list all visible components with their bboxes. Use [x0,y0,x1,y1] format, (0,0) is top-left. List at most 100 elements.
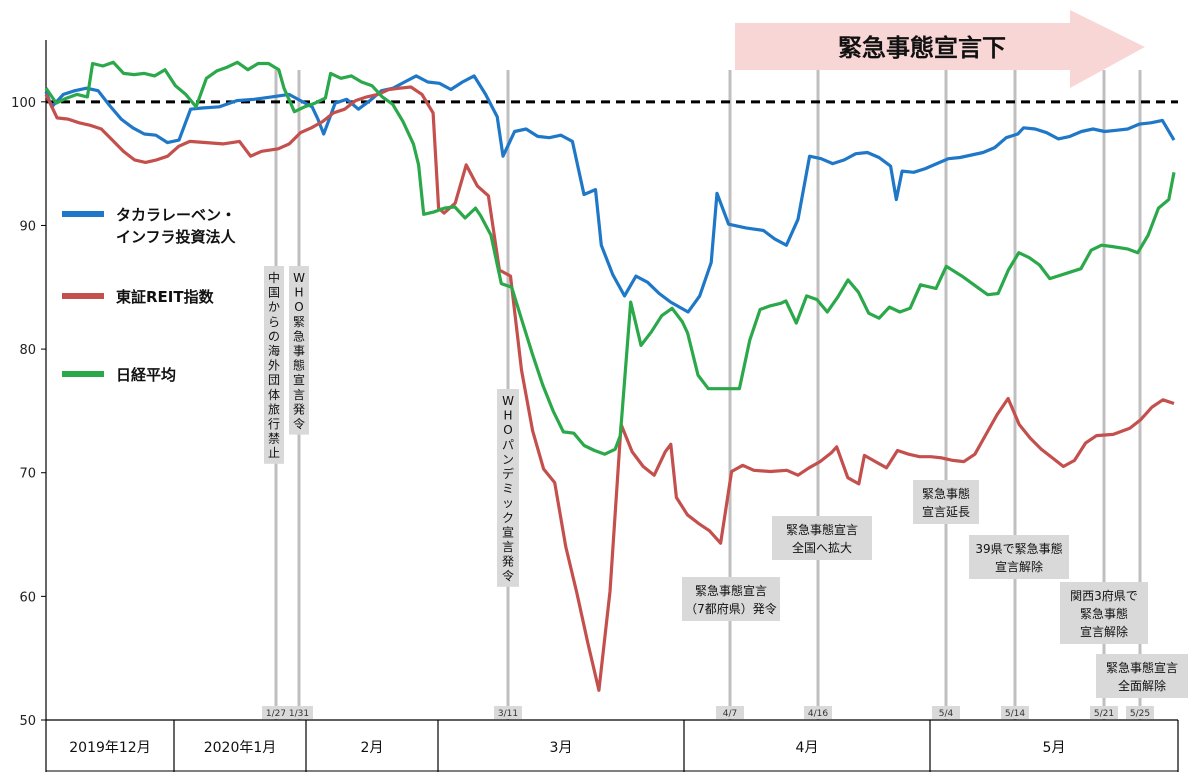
event-annotation-text: 禁 [268,432,280,446]
series-line [44,85,1175,692]
month-label: 4月 [796,740,819,756]
event-annotation-text: 国 [268,286,280,300]
event-annotation-text: 言 [293,388,305,402]
event-annotation-text: W [502,394,514,408]
event-annotation-text: 緊急事態 [922,486,970,501]
y-tick-label: 70 [19,467,36,482]
event-annotation-text: の [268,329,280,343]
event-annotation-text: 緊 [293,315,305,329]
y-tick-label: 60 [19,590,36,605]
legend-label: タカラレーベン・ [116,206,236,224]
event-annotation-text: ら [268,315,280,329]
event-annotation-text: H [503,409,512,423]
event-date-label: 1/31 [289,709,309,719]
event-annotation-box [264,266,284,464]
event-date-tag [932,706,960,719]
event-annotation-text: 緊急事態宣言 [695,583,767,598]
event-annotation-box [682,577,780,621]
event-annotation-text: 体 [268,388,280,402]
event-annotation-text: ン [502,452,514,466]
event-annotation-text: 行 [268,417,280,431]
banner: 緊急事態宣言下 [735,10,1145,88]
event-date-label: 5/14 [1005,709,1025,719]
event-annotation-text: 団 [268,373,280,387]
event-annotation-text: パ [502,438,514,452]
event-date-label: 5/4 [939,709,954,719]
event-annotation-box [497,389,519,587]
event-date-tag [1001,706,1029,719]
event-date-label: 4/16 [808,709,828,719]
event-annotation-box [969,535,1069,579]
event-annotation-text: O [503,423,512,437]
event-annotation-text: 宣 [293,372,305,387]
month-label: 2月 [361,740,384,756]
y-tick-label: 80 [19,343,36,358]
event-annotation-text: O [294,300,303,314]
event-lines: 1/27 1/31 3/11 4/7 4/16 5/4 5/14 5/21 5/25 [262,70,1154,720]
event-annotation-text: 全面解除 [1118,678,1166,693]
legend-label: 東証REIT指数 [116,288,215,306]
month-label: 2020年1月 [204,740,277,756]
event-date-tag [1126,706,1154,719]
event-date-tag [1090,706,1118,719]
event-annotation-text: 緊急事態宣言 [786,522,858,537]
month-label: 2019年12月 [69,740,150,756]
event-annotation-text: 緊急事態 [1080,606,1128,621]
month-label: 3月 [550,740,573,756]
event-annotation-text: 39県で緊急事態 [975,541,1062,556]
event-date-tag [804,706,832,719]
event-annotation-box [1060,582,1148,644]
event-annotation-text: 宣 [502,524,514,539]
event-annotation-text: 宣言解除 [1080,624,1128,639]
event-annotation-text: 旅 [268,402,280,416]
event-annotation-text: 事 [293,344,305,358]
event-annotation-text: 言 [502,540,514,554]
event-annotation-text: W [293,271,305,285]
event-date-label: 1/27 [266,709,286,719]
event-annotations: 中国からの海外団体旅行禁止WHO緊急事態宣言発令WHOパンデミック宣言発令緊急事… [264,266,1188,698]
event-annotation-text: ク [502,511,514,525]
event-annotation-text: 発 [502,555,514,569]
event-annotation-text: 止 [268,446,280,460]
event-annotation-text: 宣言解除 [995,559,1043,574]
event-date-tag [285,706,313,719]
event-annotation-text: 緊急事態宣言 [1106,660,1178,675]
legend-label: インフラ投資法人 [116,228,237,246]
event-annotation-text: デ [502,466,514,481]
banner-arrow [735,10,1145,88]
event-date-label: 5/25 [1130,709,1150,719]
event-annotation-text: 態 [293,358,305,373]
y-tick-label: 90 [19,219,36,234]
event-annotation-text: 発 [293,402,305,416]
event-annotation-box [1096,654,1188,698]
event-annotation-text: 宣言延長 [922,504,970,519]
event-date-tag [494,706,522,719]
event-annotation-box [913,480,979,524]
event-annotation-box [772,516,872,560]
event-date-label: 5/21 [1094,709,1114,719]
event-annotation-text: 海 [268,343,280,358]
event-annotation-text: H [294,286,303,300]
event-annotation-text: 外 [268,359,280,373]
event-annotation-text: 令 [293,416,305,431]
event-annotation-text: か [268,300,280,314]
series-line [44,74,1176,314]
event-annotation-text: ッ [502,496,514,510]
series-lines [44,60,1176,692]
month-label: 5月 [1043,740,1066,756]
series-line [44,60,1176,456]
event-annotation-text: 中 [268,270,280,285]
event-annotation-text: 関西3府県で [1070,588,1138,603]
event-date-label: 3/11 [498,709,518,719]
event-annotation-text: ミ [502,482,514,496]
event-date-label: 4/7 [723,709,737,719]
event-date-tag [262,706,290,719]
event-annotation-text: 令 [502,568,514,583]
y-tick-label: 100 [11,96,36,111]
event-annotation-box [289,266,309,435]
event-annotation-text: 全国へ拡大 [792,540,852,555]
y-tick-label: 50 [19,714,36,729]
event-annotation-text: （7都府県）発令 [685,601,777,616]
